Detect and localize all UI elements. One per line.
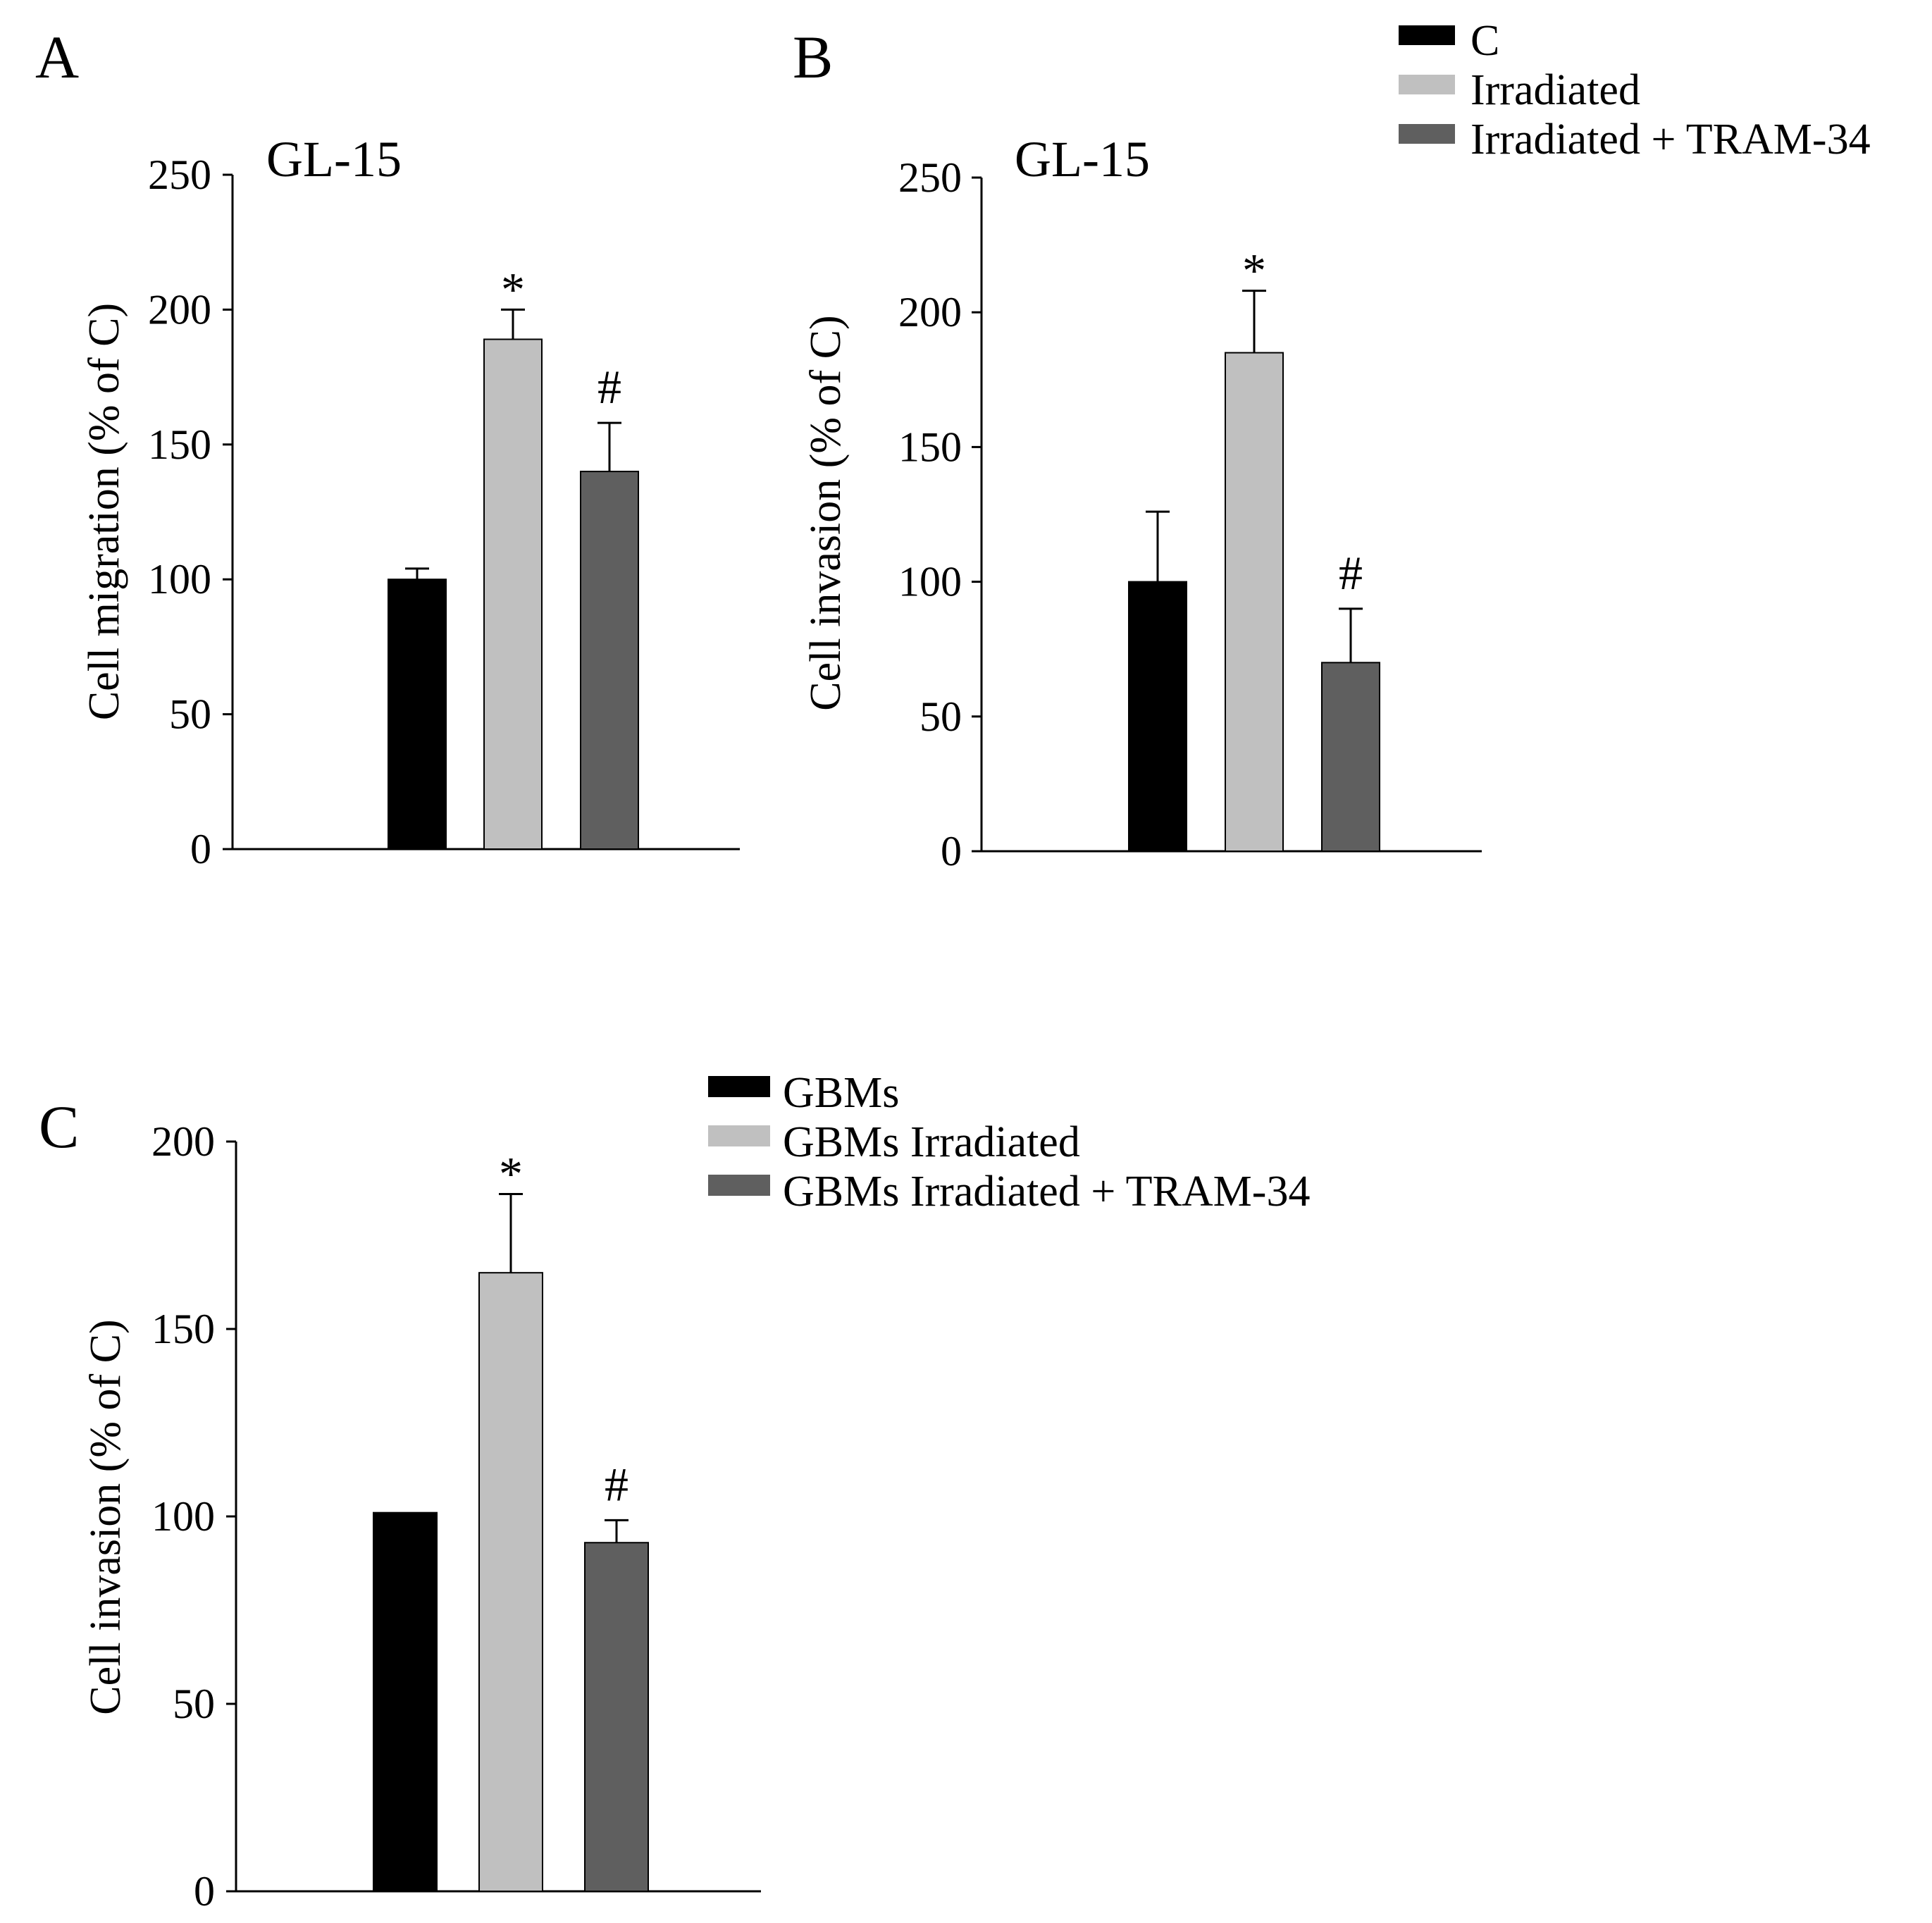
panel-b: B GL-15 0 50 100 150 200 250 Cell invasion (% of… — [793, 17, 1871, 874]
legend-swatch — [708, 1125, 770, 1146]
y-axis-label: Cell invasion (% of C) — [802, 315, 850, 710]
y-tick-label: 0 — [941, 828, 962, 874]
bar — [584, 1542, 649, 1892]
bar — [1225, 352, 1284, 852]
bar — [388, 579, 447, 850]
legend-label: GBMs Irradiated — [783, 1118, 1080, 1166]
panel-letter: B — [793, 23, 833, 91]
legend-label: GBMs Irradiated + TRAM-34 — [783, 1168, 1310, 1216]
y-tick-label: 250 — [898, 154, 962, 201]
panel-letter: C — [39, 1093, 79, 1161]
legend-swatch — [1399, 75, 1455, 94]
y-tick-label: 50 — [173, 1681, 215, 1727]
y-axis-label: Cell invasion (% of C) — [82, 1319, 130, 1714]
bar — [483, 338, 543, 850]
y-tick-label: 50 — [169, 691, 211, 738]
panel-c: C 0 50 100 150 200 Cell invasion (% of C) * # GBM… — [39, 1069, 1310, 1915]
panel-subtitle: GL-15 — [266, 131, 402, 187]
y-tick-label: 200 — [898, 289, 962, 335]
y-tick-label: 250 — [148, 152, 211, 198]
y-tick-label: 100 — [148, 556, 211, 602]
y-tick-label: 150 — [148, 421, 211, 468]
significance-hash: # — [1339, 546, 1363, 600]
significance-star: * — [499, 1146, 523, 1200]
significance-star: * — [501, 262, 525, 316]
legend-label: Irradiated — [1470, 66, 1640, 114]
legend-label: C — [1470, 17, 1499, 65]
y-tick-label: 200 — [151, 1118, 215, 1165]
legend-swatch — [1399, 124, 1455, 144]
y-tick-label: 100 — [151, 1493, 215, 1540]
bar — [1321, 662, 1380, 852]
y-tick-label: 200 — [148, 286, 211, 333]
significance-star: * — [1242, 244, 1266, 297]
y-axis-label: Cell migration (% of C) — [80, 303, 128, 720]
y-tick-label: 0 — [194, 1868, 215, 1915]
panel-subtitle: GL-15 — [1015, 131, 1150, 187]
legend-swatch — [708, 1175, 770, 1196]
y-tick-label: 0 — [190, 826, 211, 872]
y-tick-label: 150 — [151, 1306, 215, 1352]
significance-hash: # — [605, 1457, 628, 1511]
bar — [580, 471, 639, 850]
legend-label: GBMs — [783, 1069, 899, 1117]
bar — [373, 1511, 438, 1892]
bar — [1128, 581, 1187, 852]
legend-label: Irradiated + TRAM-34 — [1470, 116, 1871, 163]
panel-letter: A — [35, 23, 79, 91]
y-tick-label: 150 — [898, 423, 962, 470]
bar — [478, 1272, 543, 1892]
significance-hash: # — [597, 360, 621, 414]
y-tick-label: 50 — [919, 693, 962, 740]
panel-a: A GL-15 0 50 100 150 200 250 Cell migration (% o… — [35, 23, 740, 872]
legend-swatch — [1399, 25, 1455, 45]
y-tick-label: 100 — [898, 559, 962, 605]
legend-swatch — [708, 1076, 770, 1097]
